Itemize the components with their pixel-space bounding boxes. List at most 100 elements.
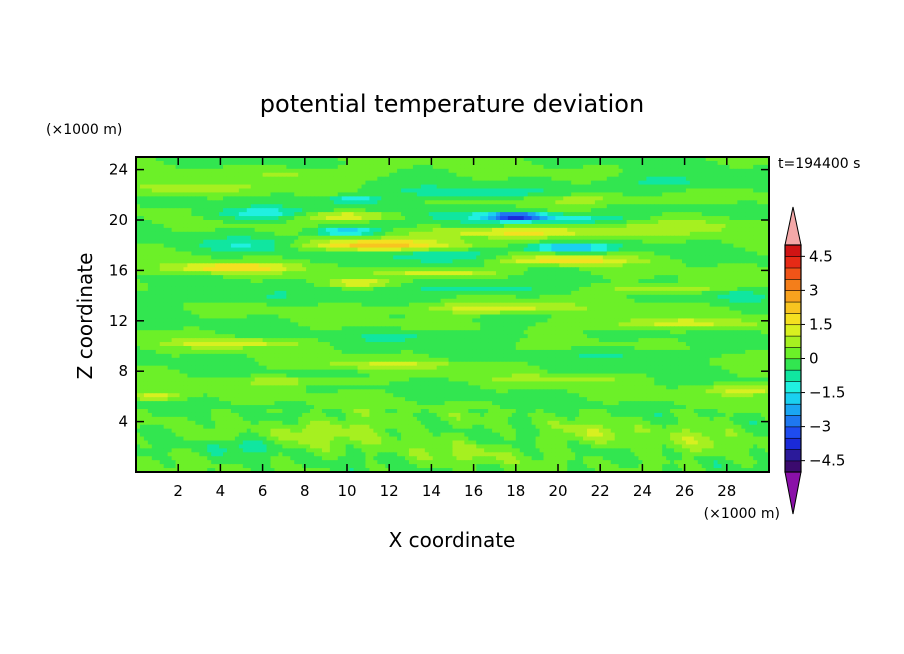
heatmap-cell <box>476 212 481 217</box>
heatmap-cell <box>329 200 335 205</box>
heatmap-cell <box>480 227 485 233</box>
heatmap-cell <box>709 275 715 280</box>
heatmap-cell <box>155 192 161 197</box>
heatmap-cell <box>286 184 291 190</box>
heatmap-cell <box>666 235 671 241</box>
heatmap-cell <box>559 157 564 162</box>
heatmap-cell <box>266 247 272 253</box>
heatmap-cell <box>428 247 434 253</box>
heatmap-cell <box>171 216 177 221</box>
heatmap-cell <box>211 208 216 213</box>
heatmap-cell <box>452 160 458 166</box>
heatmap-cell <box>428 275 434 280</box>
heatmap-cell <box>519 220 525 225</box>
heatmap-cell <box>626 251 632 257</box>
heatmap-cell <box>171 200 177 205</box>
heatmap-cell <box>547 212 553 217</box>
heatmap-cell <box>543 172 549 178</box>
heatmap-cell <box>290 247 295 253</box>
heatmap-cell <box>365 172 371 178</box>
heatmap-cell <box>658 271 663 276</box>
heatmap-cell <box>219 247 224 253</box>
heatmap-cell <box>286 204 291 209</box>
heatmap-cell <box>713 216 719 221</box>
heatmap-cell <box>179 275 185 280</box>
heatmap-cell <box>753 259 758 264</box>
heatmap-cell <box>385 235 390 241</box>
heatmap-cell <box>389 208 394 213</box>
heatmap-cell <box>515 247 521 253</box>
heatmap-cell <box>203 275 208 280</box>
heatmap-cell <box>678 184 683 190</box>
heatmap-cell <box>761 216 766 221</box>
heatmap-cell <box>666 223 671 229</box>
heatmap-cell <box>440 184 446 190</box>
heatmap-cell <box>499 243 505 249</box>
heatmap-cell <box>159 164 165 170</box>
heatmap-cell <box>472 168 477 174</box>
heatmap-cell <box>646 180 651 186</box>
heatmap-cell <box>598 200 604 205</box>
heatmap-cell <box>492 192 497 197</box>
heatmap-cell <box>381 168 386 174</box>
heatmap-cell <box>238 208 244 213</box>
heatmap-cell <box>151 168 157 174</box>
heatmap-cell <box>602 176 608 182</box>
heatmap-cell <box>567 212 572 217</box>
heatmap-cell <box>246 247 252 253</box>
heatmap-cell <box>658 180 663 186</box>
heatmap-cell <box>448 263 454 268</box>
heatmap-cell <box>223 275 228 280</box>
heatmap-cell <box>440 200 446 205</box>
heatmap-cell <box>424 251 430 257</box>
heatmap-cell <box>492 239 497 245</box>
heatmap-cell <box>333 208 339 213</box>
heatmap-cell <box>737 176 742 182</box>
heatmap-cell <box>254 243 260 249</box>
heatmap-cell <box>725 176 731 182</box>
heatmap-cell <box>179 200 185 205</box>
heatmap-cell <box>321 168 327 174</box>
heatmap-cell <box>563 184 568 190</box>
heatmap-cell <box>219 251 224 257</box>
heatmap-cell <box>753 255 758 260</box>
heatmap-cell <box>258 251 264 257</box>
heatmap-cell <box>353 263 359 268</box>
heatmap-cell <box>298 263 303 268</box>
heatmap-cell <box>369 275 374 280</box>
heatmap-cell <box>662 160 667 166</box>
heatmap-cell <box>571 188 576 194</box>
heatmap-cell <box>306 259 311 264</box>
heatmap-cell <box>191 164 196 170</box>
heatmap-cell <box>717 176 723 182</box>
heatmap-cell <box>187 271 192 276</box>
heatmap-cell <box>709 196 715 201</box>
heatmap-cell <box>594 176 600 182</box>
heatmap-cell <box>499 157 505 162</box>
heatmap-cell <box>658 243 663 249</box>
heatmap-cell <box>650 188 655 194</box>
heatmap-cell <box>571 172 576 178</box>
heatmap-cell <box>238 255 244 260</box>
heatmap-cell <box>515 271 521 276</box>
heatmap-cell <box>476 200 481 205</box>
heatmap-cell <box>741 223 746 229</box>
heatmap-cell <box>163 231 169 237</box>
heatmap-cell <box>642 208 647 213</box>
heatmap-cell <box>333 216 339 221</box>
heatmap-cell <box>693 192 699 197</box>
heatmap-cell <box>223 168 228 174</box>
heatmap-cell <box>405 188 410 194</box>
heatmap-cell <box>171 275 177 280</box>
heatmap-cell <box>187 243 192 249</box>
heatmap-cell <box>195 231 200 237</box>
heatmap-cell <box>496 251 501 257</box>
heatmap-cell <box>737 255 742 260</box>
heatmap-cell <box>385 192 390 197</box>
heatmap-cell <box>226 251 232 257</box>
heatmap-cell <box>333 275 339 280</box>
heatmap-cell <box>317 184 323 190</box>
heatmap-cell <box>171 204 177 209</box>
heatmap-cell <box>393 239 398 245</box>
heatmap-cell <box>602 247 608 253</box>
